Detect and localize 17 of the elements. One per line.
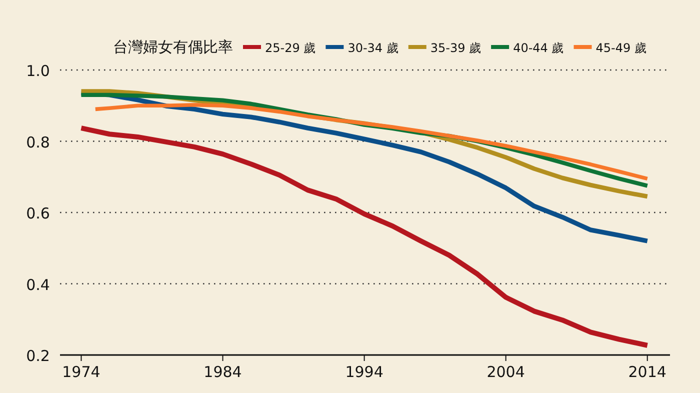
x-tick-label: 1994 (345, 363, 384, 381)
x-tick-label: 2004 (486, 363, 525, 381)
x-tick-label: 1974 (62, 363, 100, 381)
legend-label: 45-49 歲 (596, 41, 646, 55)
y-tick-label: 0.2 (26, 347, 50, 365)
x-tick-label: 2014 (628, 363, 666, 381)
y-tick-label: 0.6 (26, 204, 50, 222)
x-tick-label: 1984 (204, 363, 242, 381)
legend-label: 40-44 歲 (513, 41, 564, 55)
legend-label: 30-34 歲 (348, 41, 398, 55)
y-tick-label: 1.0 (26, 62, 50, 80)
line-series (93, 103, 650, 181)
y-tick-label: 0.4 (26, 276, 50, 294)
legend-label: 35-39 歲 (430, 41, 482, 55)
legend-label: 25-29 歲 (265, 41, 316, 55)
chart-title: 台灣婦女有偶比率 (113, 38, 233, 56)
y-tick-label: 0.8 (26, 133, 50, 152)
